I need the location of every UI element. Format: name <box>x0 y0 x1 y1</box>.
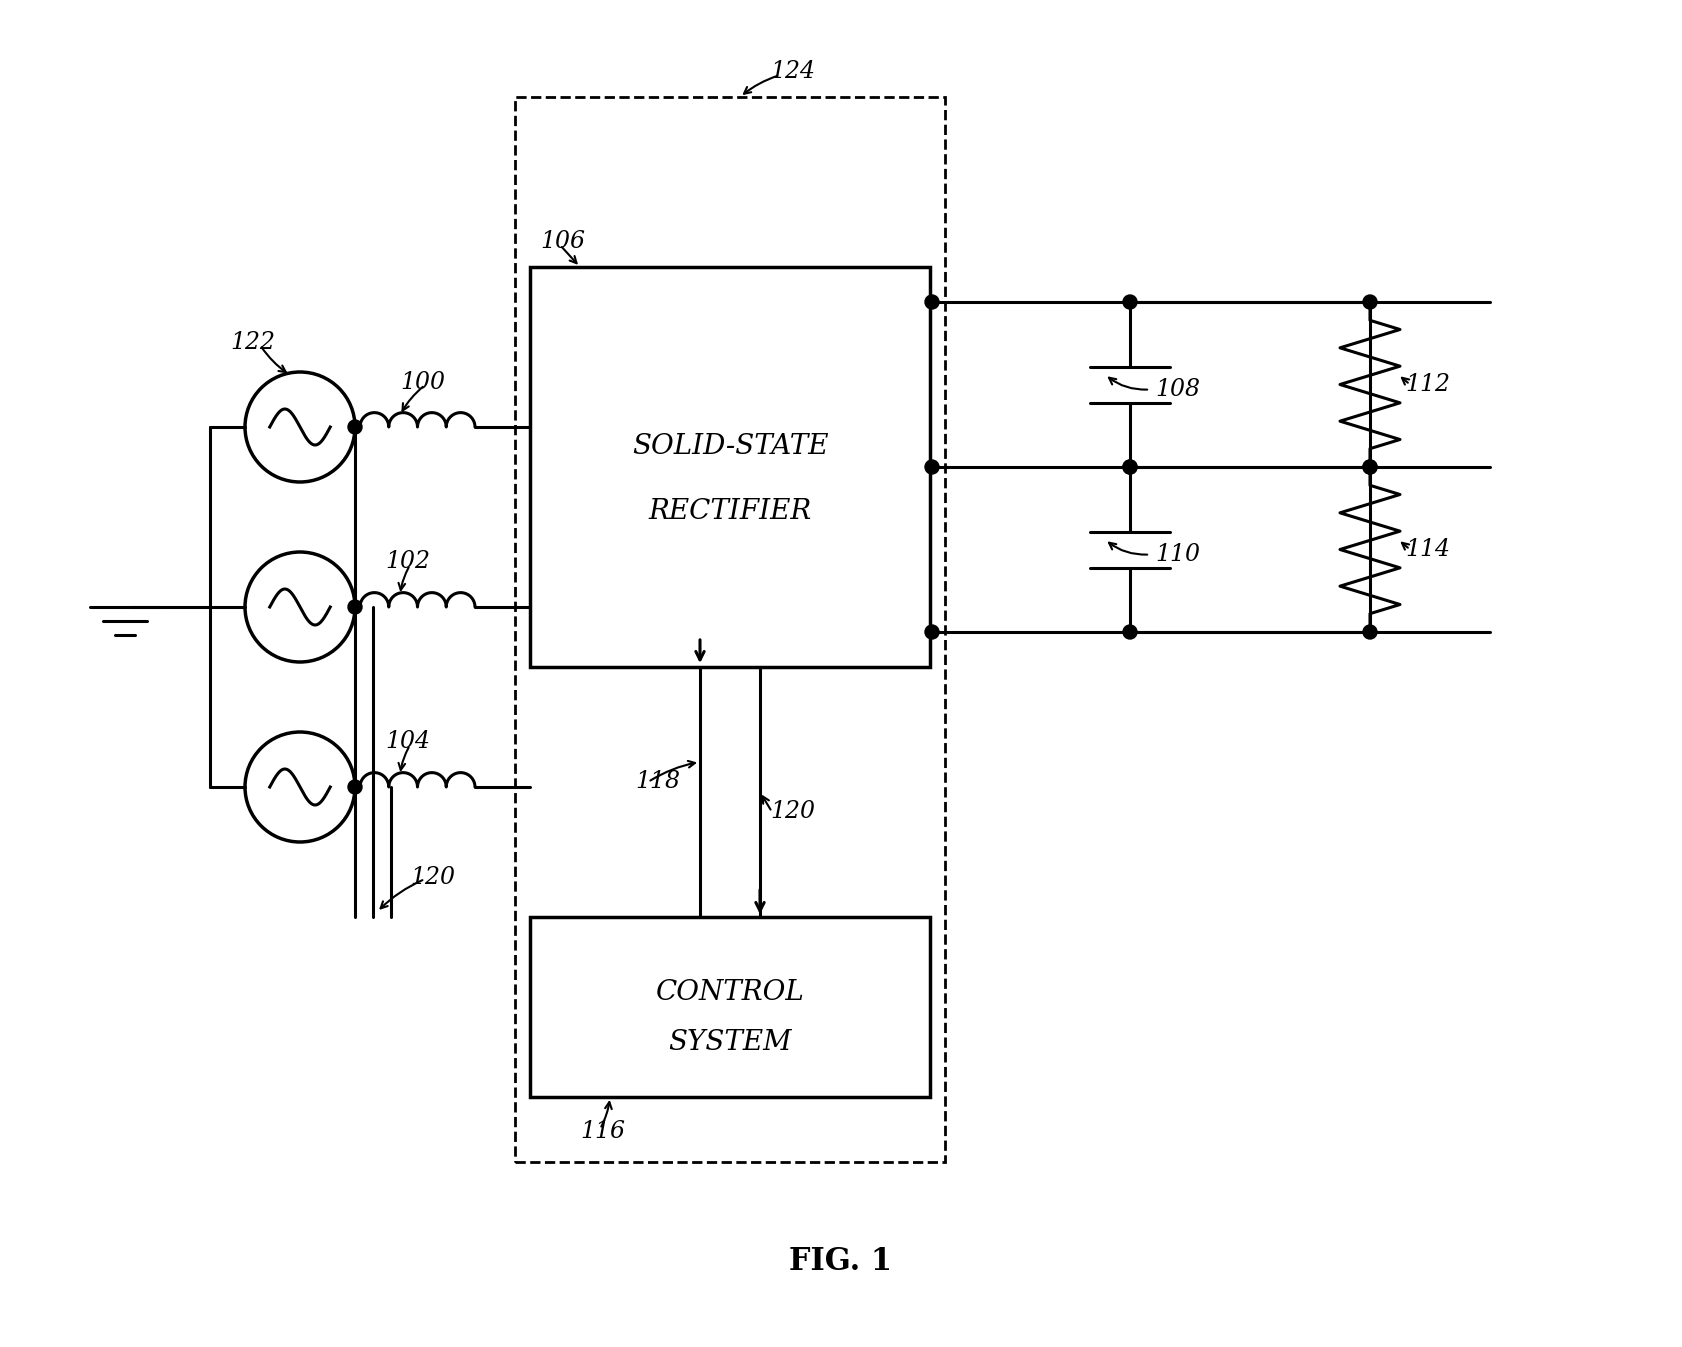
Text: 116: 116 <box>580 1121 624 1144</box>
Circle shape <box>348 599 362 614</box>
Text: CONTROL: CONTROL <box>656 978 804 1005</box>
Text: 108: 108 <box>1154 379 1199 401</box>
Text: 110: 110 <box>1154 543 1199 566</box>
Circle shape <box>1122 459 1137 474</box>
Text: SOLID-STATE: SOLID-STATE <box>631 434 828 461</box>
Text: 112: 112 <box>1404 373 1450 396</box>
Circle shape <box>348 420 362 434</box>
Text: 106: 106 <box>540 230 585 253</box>
Circle shape <box>1362 295 1376 308</box>
Circle shape <box>1362 459 1376 474</box>
Text: 114: 114 <box>1404 537 1450 560</box>
Text: 104: 104 <box>385 730 429 753</box>
Circle shape <box>1122 295 1137 308</box>
Circle shape <box>925 295 939 308</box>
Text: 120: 120 <box>770 800 814 823</box>
Text: 122: 122 <box>230 330 274 353</box>
Text: 120: 120 <box>410 866 454 889</box>
Circle shape <box>925 459 939 474</box>
Circle shape <box>1362 625 1376 638</box>
Circle shape <box>1122 459 1137 474</box>
Bar <box>530 917 930 1096</box>
Text: 124: 124 <box>770 61 814 84</box>
Text: 102: 102 <box>385 551 429 574</box>
Text: FIG. 1: FIG. 1 <box>789 1246 891 1277</box>
Circle shape <box>348 780 362 793</box>
Circle shape <box>925 625 939 638</box>
Text: 100: 100 <box>400 370 444 393</box>
Circle shape <box>1122 625 1137 638</box>
Bar <box>515 97 944 1162</box>
Text: 118: 118 <box>634 770 680 793</box>
Bar <box>530 267 930 667</box>
Text: SYSTEM: SYSTEM <box>668 1029 791 1056</box>
Circle shape <box>1362 459 1376 474</box>
Text: RECTIFIER: RECTIFIER <box>648 498 811 525</box>
